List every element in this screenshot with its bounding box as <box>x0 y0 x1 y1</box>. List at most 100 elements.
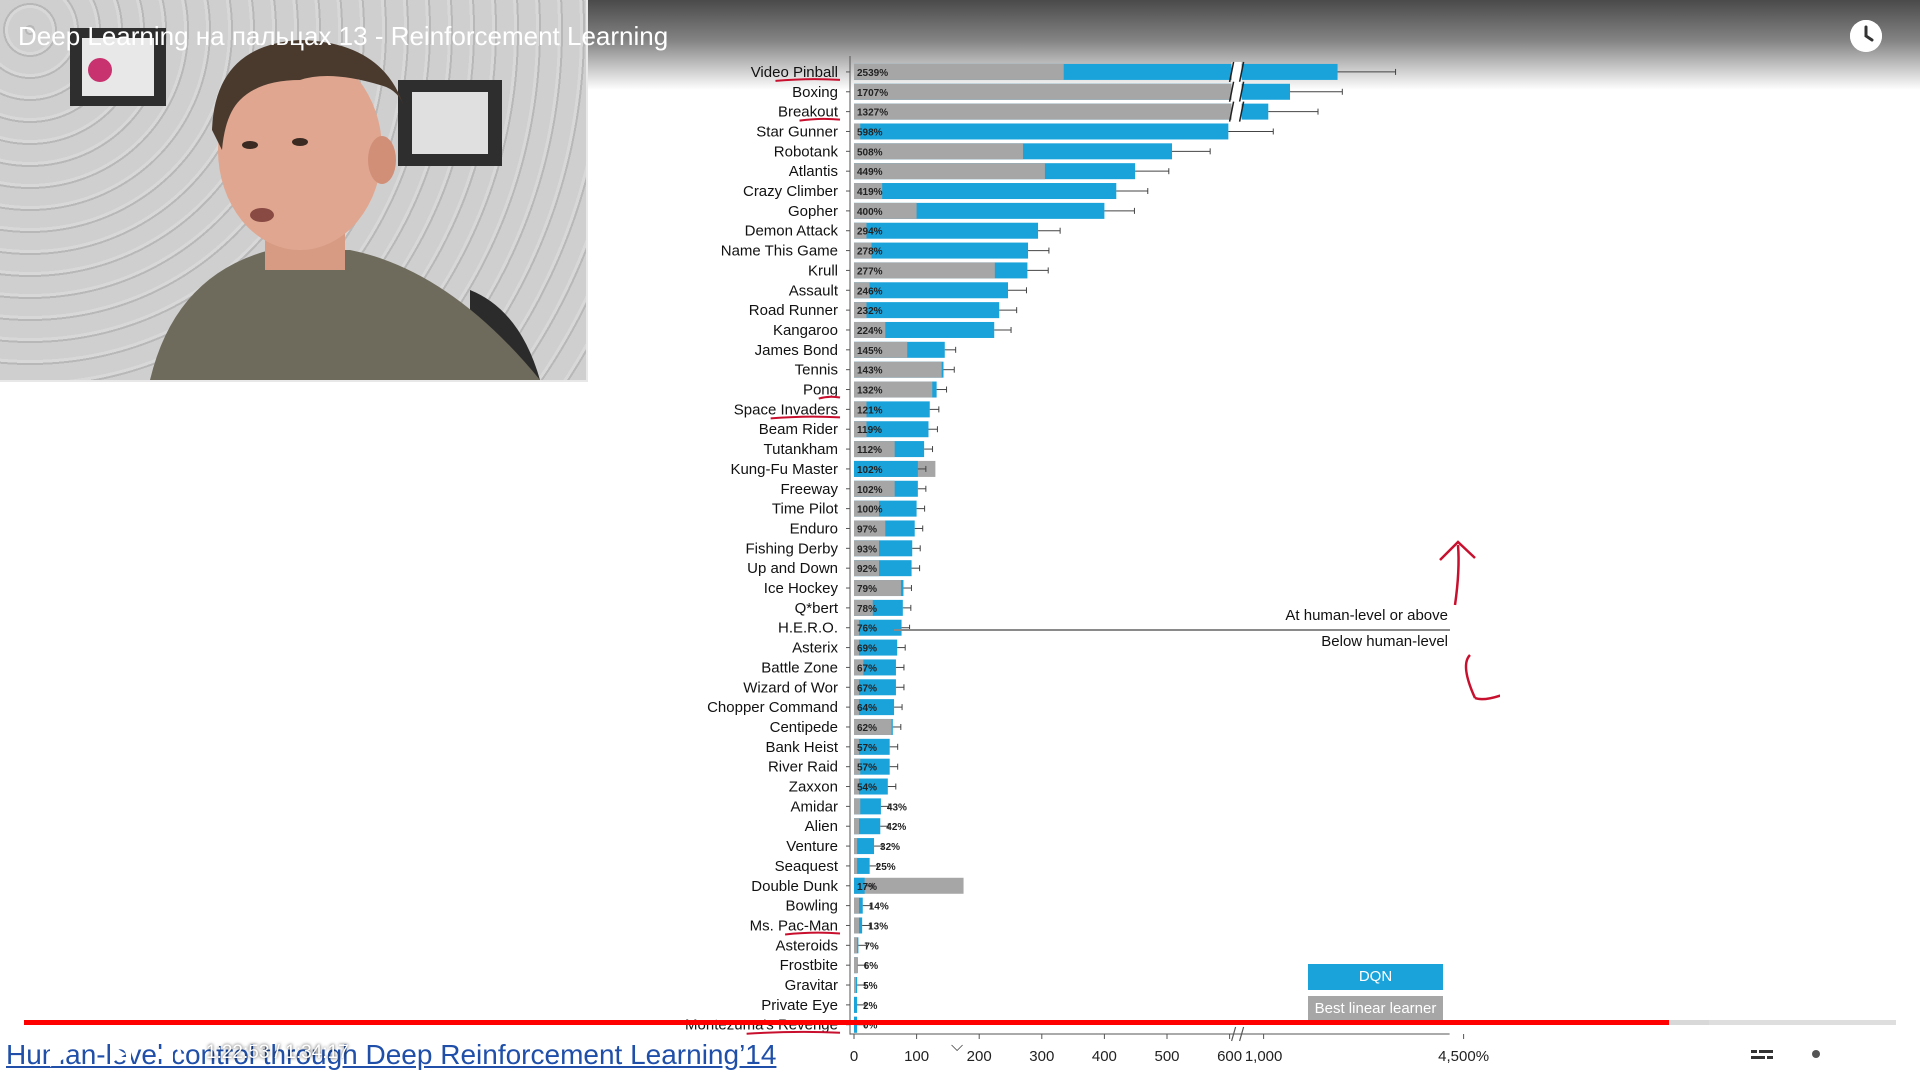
category-label: Alien <box>805 818 838 835</box>
x-tick-label: 600 <box>1217 1048 1242 1065</box>
value-label: 102% <box>857 485 883 496</box>
hand-underline <box>746 1030 841 1035</box>
category-label: Amidar <box>790 798 838 815</box>
dqn-bar <box>854 302 1000 319</box>
x-tick-label: 400 <box>1092 1048 1117 1065</box>
dqn-bar <box>854 123 1229 140</box>
value-label: 42% <box>886 822 906 833</box>
linear-bar <box>854 778 860 795</box>
linear-bar <box>854 838 858 855</box>
linear-bar <box>854 222 867 239</box>
linear-bar <box>854 321 886 338</box>
subtitles-button[interactable] <box>1744 1036 1780 1072</box>
category-label: Frostbite <box>780 957 838 974</box>
dqn-bar <box>854 460 918 477</box>
exit-fullscreen-button[interactable] <box>1852 1036 1888 1072</box>
linear-bar <box>854 977 856 994</box>
linear-bar <box>854 738 860 755</box>
subtitles-icon <box>1747 1043 1777 1065</box>
category-label: River Raid <box>768 759 838 776</box>
value-label: 54% <box>857 783 877 794</box>
linear-bar <box>854 540 880 557</box>
linear-bar <box>854 798 861 815</box>
value-label: 25% <box>876 862 896 873</box>
legend-dqn: DQN <box>1308 964 1443 990</box>
category-label: Freeway <box>780 481 838 498</box>
category-label: Boxing <box>792 84 838 101</box>
linear-bar <box>854 183 883 200</box>
linear-bar <box>854 500 880 517</box>
linear-bar <box>854 639 860 656</box>
category-label: Centipede <box>770 719 838 736</box>
value-label: 79% <box>857 584 877 595</box>
linear-bar <box>854 302 867 319</box>
linear-bar <box>854 143 1024 160</box>
dqn-bar <box>854 738 890 755</box>
hand-underline <box>775 78 841 82</box>
axis-break-mark <box>1238 81 1245 102</box>
dqn-bar <box>854 798 881 815</box>
category-label: Krull <box>808 262 838 279</box>
linear-bar <box>854 282 870 299</box>
linear-bar <box>854 718 892 735</box>
value-label: 0% <box>863 1021 878 1032</box>
category-label: Gopher <box>788 203 838 220</box>
human-level-below-label: Below human-level <box>1321 633 1448 650</box>
dqn-bar <box>854 857 870 874</box>
category-label: Road Runner <box>749 302 838 319</box>
dqn-bar <box>854 421 929 438</box>
axis-break-gap <box>1231 101 1242 122</box>
category-label: Name This Game <box>721 243 838 260</box>
linear-bar <box>854 480 895 497</box>
next-button[interactable] <box>102 1036 138 1072</box>
dqn-bar <box>854 282 1008 299</box>
value-label: 598% <box>857 127 883 138</box>
linear-bar <box>854 63 1064 80</box>
axis-break-mark <box>1228 101 1235 122</box>
value-label: 57% <box>857 763 877 774</box>
value-label: 13% <box>868 921 888 932</box>
category-label: Robotank <box>774 143 839 160</box>
value-label: 6% <box>864 961 879 972</box>
linear-bar <box>854 758 861 775</box>
x-tick-label: 100 <box>904 1048 929 1065</box>
dqn-bar <box>854 619 902 636</box>
value-label: 449% <box>857 167 883 178</box>
volume-button[interactable] <box>154 1036 190 1072</box>
category-label: Seaquest <box>775 858 839 875</box>
category-label: Kung-Fu Master <box>730 461 838 478</box>
value-label: 100% <box>857 505 883 516</box>
progress-played <box>24 1020 1670 1025</box>
category-label: Zaxxon <box>789 779 838 796</box>
time-display: 1:22:53 / 1:34:17 <box>206 1042 349 1064</box>
value-label: 17% <box>857 882 877 893</box>
settings-button[interactable] <box>1798 1036 1834 1072</box>
watch-later-button[interactable] <box>1850 20 1882 52</box>
linear-bar <box>854 242 872 259</box>
value-label: 400% <box>857 207 883 218</box>
category-label: Assault <box>789 282 839 299</box>
category-label: Demon Attack <box>745 223 839 240</box>
dqn-bar <box>854 679 896 696</box>
value-label: 246% <box>857 286 883 297</box>
linear-bar <box>854 937 858 954</box>
category-label: Fishing Derby <box>745 540 838 557</box>
chevron-down-icon[interactable]: ⌵ <box>951 1038 964 1055</box>
linear-bar <box>854 897 860 914</box>
category-label: Asterix <box>792 640 838 657</box>
paper-citation[interactable]: Human-level control through Deep Reinfor… <box>6 1039 777 1070</box>
linear-bar <box>854 619 860 636</box>
value-label: 294% <box>857 227 883 238</box>
progress-bar[interactable] <box>24 1020 1896 1025</box>
axis-break-gap <box>1231 81 1242 102</box>
category-label: Private Eye <box>761 997 838 1014</box>
time-total: 1:34:17 <box>285 1042 349 1063</box>
x-tick-label: 200 <box>967 1048 992 1065</box>
value-label: 78% <box>857 604 877 615</box>
webcam-video <box>0 0 588 382</box>
volume-icon <box>158 1042 182 1066</box>
value-label: 92% <box>857 564 877 575</box>
play-button[interactable] <box>42 1036 78 1072</box>
value-label: 57% <box>857 743 877 754</box>
dqn-bar <box>854 659 896 676</box>
